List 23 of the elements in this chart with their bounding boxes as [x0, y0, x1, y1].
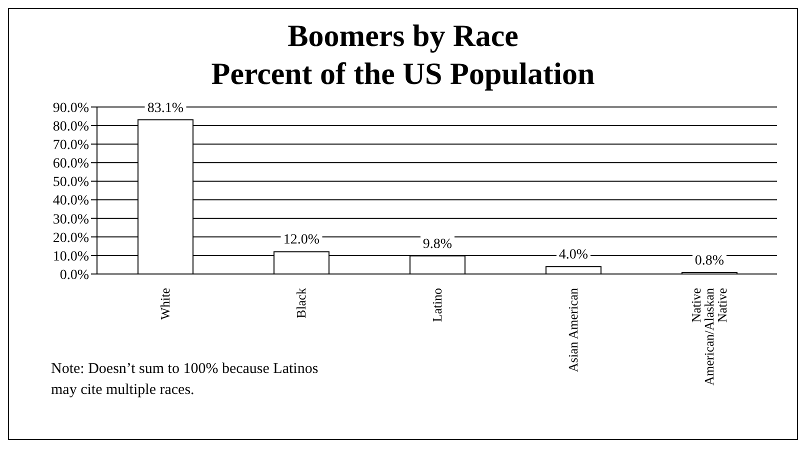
chart-title: Boomers by Race Percent of the US Population	[210, 17, 596, 93]
y-tick-label: 70.0%	[52, 138, 90, 154]
x-tick-label: Native American/Alaskan Native	[688, 288, 730, 386]
y-tick-label: 30.0%	[52, 212, 90, 228]
x-tick-label: Black	[294, 288, 309, 318]
bar	[546, 266, 602, 274]
data-label: 0.8%	[694, 254, 724, 269]
x-tick-label: Latino	[430, 288, 445, 322]
data-label: 83.1%	[147, 100, 184, 116]
y-tick-label: 50.0%	[52, 175, 90, 190]
y-tick-label: 90.0%	[52, 100, 90, 116]
y-tick-label: 40.0%	[52, 194, 90, 209]
x-tick-label: Asian American	[566, 288, 581, 372]
text: Note: Doesn’t sum to 100% because Latinos may cite multiple races.	[51, 360, 318, 400]
data-label: 4.0%	[558, 248, 588, 263]
data-label: 12.0%	[283, 232, 320, 248]
y-tick-label: 20.0%	[52, 230, 90, 246]
data-label: 9.8%	[422, 236, 452, 252]
y-tick-label: 80.0%	[52, 120, 90, 135]
y-tick-label: 60.0%	[52, 156, 90, 172]
y-tick-label: 10.0%	[52, 249, 90, 264]
x-tick-label: White	[158, 288, 173, 320]
y-tick-label: 0.0%	[60, 268, 90, 283]
